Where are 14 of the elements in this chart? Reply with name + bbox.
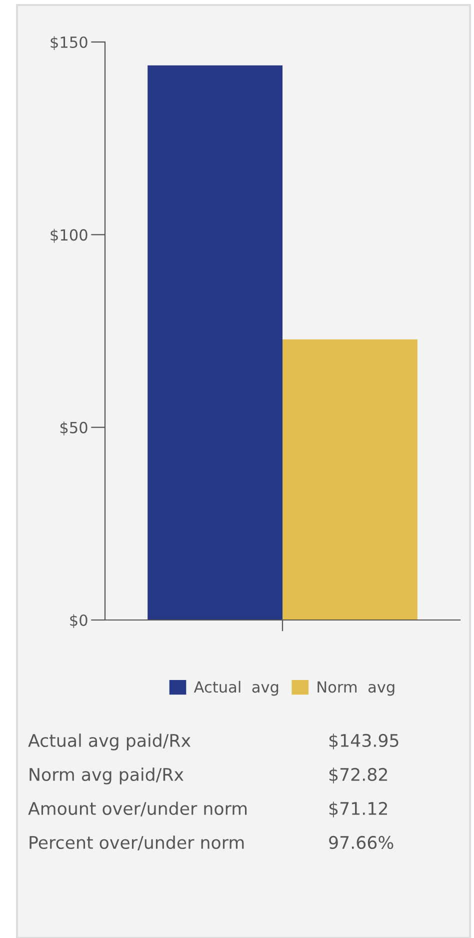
text: $71.12 [329, 802, 388, 818]
legend-label: Norm avg [318, 681, 394, 696]
y-tick-label: $100 [50, 228, 88, 243]
y-tick-label: $50 [60, 422, 88, 436]
text: $72.82 [329, 768, 388, 784]
y-tick-label: $0 [70, 614, 88, 628]
text: Actual avg paid/Rx [28, 734, 190, 750]
text: Norm avg paid/Rx [30, 768, 184, 784]
text: Amount over/under norm [28, 802, 247, 816]
text: 97.66% [329, 836, 394, 850]
text: Percent over/under norm [30, 836, 244, 850]
legend-label: Actual avg [194, 680, 278, 696]
y-tick-label: $150 [50, 36, 88, 50]
text: $143.95 [329, 734, 398, 750]
